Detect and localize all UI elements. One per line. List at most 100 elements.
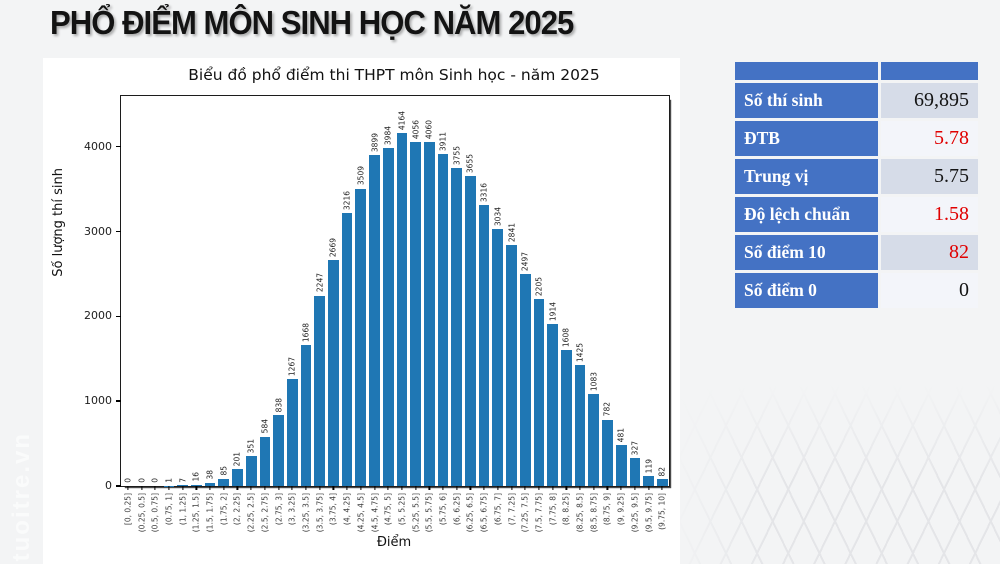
bar-slot: 1914 (7.75, 8] [546, 96, 560, 525]
bar[interactable] [602, 419, 613, 486]
bar[interactable] [574, 365, 586, 486]
stat-label: Số điểm 0 [735, 273, 878, 308]
bar-value-label: 3216 [342, 191, 352, 211]
bar[interactable] [451, 167, 463, 486]
x-tick-label: (6.25, 6.5] [465, 493, 475, 533]
x-tick-label: (3.75, 4] [328, 493, 338, 526]
bar-slot: 782 (8.75, 9] [601, 96, 615, 525]
x-tick-label: (1.25, 1.5] [191, 493, 201, 533]
x-tick-label: (9, 9.25] [616, 493, 626, 526]
bar-slot: 2841 (7, 7.25] [505, 96, 519, 525]
bar[interactable] [410, 142, 421, 486]
bar[interactable] [465, 176, 476, 486]
perspective-grid-decoration [670, 384, 1000, 564]
x-tick-mark [620, 486, 622, 490]
bar[interactable] [561, 349, 572, 486]
bar[interactable] [314, 295, 326, 486]
bar[interactable] [656, 479, 668, 486]
y-tick-mark [116, 230, 121, 233]
bar[interactable] [396, 132, 408, 486]
bar[interactable] [423, 141, 435, 486]
bar[interactable] [259, 436, 271, 486]
x-tick-mark [346, 486, 348, 490]
bar[interactable] [506, 245, 517, 486]
y-tick-label: 2000 [84, 309, 112, 323]
bar[interactable] [615, 445, 627, 486]
bar-value-label: 3034 [493, 206, 503, 226]
x-tick-label: (2.25, 2.5] [246, 493, 256, 533]
bar-value-label: 1 [164, 478, 174, 483]
bar-slot: 1083 (8.5, 8.75] [587, 96, 601, 532]
bar-value-label: 0 [150, 478, 160, 483]
x-tick-mark [634, 486, 636, 490]
x-tick-label: (2.5, 2.75] [260, 493, 270, 533]
bar-value-label: 3755 [451, 145, 461, 165]
stats-header-cell [735, 62, 878, 80]
bar-slot: 3655 (6.25, 6.5] [464, 96, 478, 532]
bar-value-label: 4056 [410, 120, 420, 140]
bar[interactable] [492, 228, 504, 486]
x-tick-label: (8.25, 8.5] [575, 493, 585, 533]
x-tick-label: (0.25, 0.5] [136, 493, 146, 533]
bar[interactable] [300, 344, 312, 486]
x-tick-mark [332, 486, 334, 490]
x-tick-mark [209, 486, 211, 490]
x-tick-mark [606, 486, 609, 490]
x-tick-mark [250, 486, 252, 490]
x-tick-label: (7.75, 8] [547, 493, 557, 526]
bar[interactable] [341, 213, 353, 486]
bar[interactable] [369, 155, 380, 486]
bar-slot: 2669 (3.75, 4] [327, 96, 341, 525]
bar[interactable] [273, 414, 284, 486]
plot-area: 0 [0, 0.25] 0 (0.25, 0.5] 0 (0.5, 0.75] 1 (0.75… [84, 95, 670, 532]
y-tick-label: 1000 [84, 394, 112, 408]
bar[interactable] [177, 485, 188, 486]
bar-value-label: 481 [616, 427, 626, 443]
bar[interactable] [204, 482, 216, 486]
bar-value-label: 4164 [397, 110, 407, 130]
bar[interactable] [588, 394, 600, 486]
x-tick-mark [552, 486, 554, 490]
bar-slot: 584 (2.5, 2.75] [258, 96, 272, 532]
x-tick-mark [456, 486, 458, 490]
x-tick-label: (8, 8.25] [561, 493, 571, 526]
bar[interactable] [286, 378, 298, 486]
bar[interactable] [437, 154, 449, 486]
x-tick-label: (5.25, 5.5] [410, 493, 420, 533]
bar-slot: 1425 (8.25, 8.5] [573, 96, 587, 532]
bar-slot: 3316 (6.5, 6.75] [477, 96, 491, 532]
bar-value-label: 1608 [561, 327, 571, 347]
bar[interactable] [218, 478, 230, 486]
x-tick-label: (7, 7.25] [506, 493, 516, 526]
bar-value-label: 3899 [369, 133, 379, 153]
bar[interactable] [643, 475, 654, 486]
bar-slot: 2497 (7.25, 7.5] [518, 96, 532, 532]
x-tick-mark [264, 486, 266, 490]
x-tick-mark [305, 486, 307, 490]
y-tick-label: 0 [105, 479, 112, 492]
bar[interactable] [533, 299, 545, 486]
bar[interactable] [382, 148, 394, 486]
y-tick-label: 3000 [84, 224, 112, 238]
bar-value-label: 3911 [438, 132, 448, 152]
bar-value-label: 2205 [534, 276, 544, 297]
bar[interactable] [478, 204, 490, 486]
bar-slot: 1 (0.75, 1] [162, 96, 176, 525]
x-tick-label: (1.75, 2] [219, 493, 229, 526]
bar[interactable] [629, 458, 641, 486]
bar[interactable] [232, 468, 243, 486]
bar-slot: 1608 (8, 8.25] [560, 96, 574, 525]
bar[interactable] [519, 274, 531, 486]
bar[interactable] [355, 188, 367, 486]
bar-value-label: 1425 [575, 343, 585, 363]
bar-value-label: 3984 [383, 126, 393, 146]
bar[interactable] [191, 484, 202, 486]
x-tick-label: (7.25, 7.5] [520, 493, 530, 533]
bar[interactable] [245, 456, 257, 486]
bar-slot: 38 (1.5, 1.75] [203, 96, 217, 532]
chart-title: Biểu đồ phổ điểm thi THPT môn Sinh học -… [188, 66, 600, 84]
bar[interactable] [547, 323, 558, 486]
bar[interactable] [328, 259, 339, 486]
bar-slot: 0 (0.25, 0.5] [135, 96, 149, 532]
bar-slot: 1267 (3, 3.25] [285, 96, 299, 525]
